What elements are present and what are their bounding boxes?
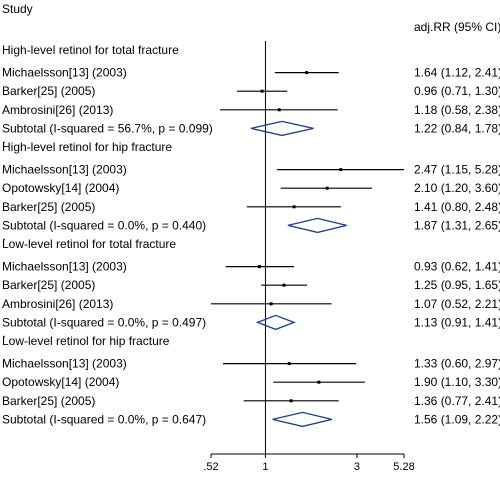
point-estimate [289,399,293,403]
study-estimate: 1.36 (0.77, 2.41) [414,394,500,408]
x-tick-label: 5.28 [393,461,414,473]
study-label: Opotowsky[14] (2004) [2,375,119,389]
study-estimate: 1.25 (0.95, 1.65) [414,278,500,292]
study-label: Michaelsson[13] (2003) [2,357,127,371]
study-label: Opotowsky[14] (2004) [2,181,119,195]
point-estimate [277,108,281,112]
subtotal-label: Subtotal (I-squared = 0.0%, p = 0.647) [2,412,206,426]
point-estimate [339,168,343,172]
subtotal-diamond [272,411,333,428]
study-estimate: 1.33 (0.60, 2.97) [414,357,500,371]
study-estimate: 1.64 (1.12, 2.41) [414,66,500,80]
subtotal-estimate: 1.56 (1.09, 2.22) [414,412,500,426]
point-estimate [269,302,273,306]
study-column-header: Study [2,2,33,16]
subtotal-label: Subtotal (I-squared = 0.0%, p = 0.440) [2,218,206,232]
study-estimate: 2.10 (1.20, 3.60) [414,181,500,195]
point-estimate [325,186,329,190]
subtotal-diamond [250,120,314,137]
study-label: Barker[25] (2005) [2,200,95,214]
study-label: Michaelsson[13] (2003) [2,163,127,177]
group-separator [3,335,5,338]
study-label: Barker[25] (2005) [2,84,95,98]
group-separator [3,238,5,241]
study-estimate: 0.93 (0.62, 1.41) [414,260,500,274]
x-tick-label: .52 [203,461,218,473]
group-title: High-level retinol for total fracture [2,43,179,57]
x-tick-label: 3 [354,461,360,473]
subtotal-estimate: 1.87 (1.31, 2.65) [414,218,500,232]
point-estimate [317,380,321,384]
study-estimate: 1.90 (1.10, 3.30) [414,375,500,389]
study-label: Ambrosini[26] (2013) [2,103,113,117]
plot-body: High-level retinol for total fracture Mic… [2,41,500,473]
point-estimate [305,71,309,75]
study-label: Ambrosini[26] (2013) [2,297,113,311]
group-title: Low-level retinol for hip fracture [2,334,170,348]
study-label: Michaelsson[13] (2003) [2,260,127,274]
point-estimate [257,265,261,269]
group-title: Low-level retinol for total fracture [2,237,176,251]
study-label: Barker[25] (2005) [2,278,95,292]
study-estimate: 1.18 (0.58, 2.38) [414,103,500,117]
group-title: High-level retinol for hip fracture [2,140,172,154]
study-estimate: 0.96 (0.71, 1.30) [414,84,500,98]
point-estimate [292,205,296,209]
study-label: Michaelsson[13] (2003) [2,66,127,80]
point-estimate [282,283,286,287]
group-separator [3,141,5,144]
subtotal-estimate: 1.13 (0.91, 1.41) [414,315,500,329]
study-estimate: 1.07 (0.52, 2.21) [414,297,500,311]
subtotal-label: Subtotal (I-squared = 56.7%, p = 0.099) [2,121,213,135]
point-estimate [260,89,264,93]
subtotal-diamond [287,217,347,234]
subtotal-diamond [255,314,296,331]
study-estimate: 1.41 (0.80, 2.48) [414,200,500,214]
point-estimate [287,362,291,366]
subtotal-estimate: 1.22 (0.84, 1.78) [414,121,500,135]
estimate-column-header: adj.RR (95% CI) [414,20,500,34]
study-label: Barker[25] (2005) [2,394,95,408]
subtotal-label: Subtotal (I-squared = 0.0%, p = 0.497) [2,315,206,329]
study-estimate: 2.47 (1.15, 5.28) [414,163,500,177]
x-tick-label: 1 [262,461,268,473]
